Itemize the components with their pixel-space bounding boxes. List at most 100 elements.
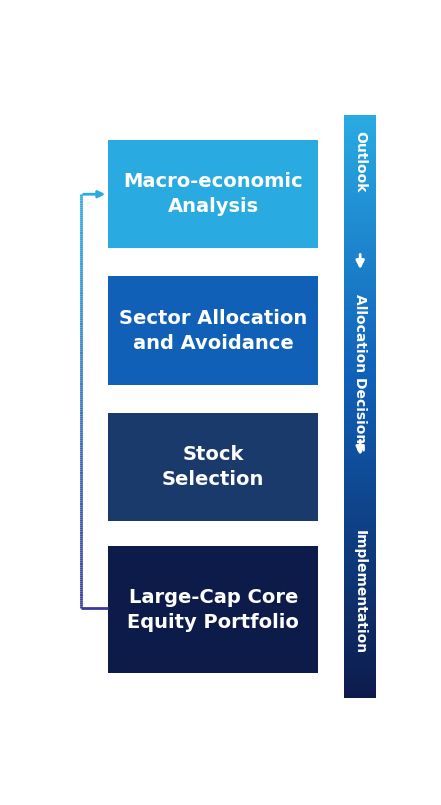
Bar xyxy=(344,518,377,521)
Bar xyxy=(344,342,377,345)
Bar xyxy=(344,192,377,195)
Bar xyxy=(344,124,377,127)
Bar xyxy=(344,573,377,576)
Bar xyxy=(344,223,377,226)
Bar xyxy=(344,418,377,420)
Bar xyxy=(344,276,377,279)
Bar xyxy=(344,530,377,533)
Bar xyxy=(344,344,377,346)
Bar xyxy=(344,260,377,262)
Bar xyxy=(344,217,377,220)
Bar xyxy=(344,429,377,431)
Bar xyxy=(344,250,377,253)
Bar xyxy=(344,654,377,657)
Bar xyxy=(344,334,377,336)
Bar xyxy=(344,299,377,302)
Bar xyxy=(344,588,377,591)
Bar xyxy=(344,425,377,428)
Bar xyxy=(344,472,377,474)
Bar xyxy=(344,613,377,617)
Bar xyxy=(344,507,377,510)
Bar xyxy=(344,616,377,618)
Bar xyxy=(344,484,377,486)
Bar xyxy=(344,161,377,163)
Bar xyxy=(344,237,377,240)
Bar xyxy=(344,470,377,473)
Bar xyxy=(344,233,377,236)
Bar xyxy=(344,441,377,444)
Bar xyxy=(344,287,377,290)
Bar xyxy=(344,163,377,166)
Bar xyxy=(344,392,377,395)
Bar xyxy=(344,447,377,449)
Bar xyxy=(344,455,377,457)
Bar xyxy=(344,282,377,284)
Bar xyxy=(344,600,377,603)
Bar xyxy=(344,584,377,587)
Bar xyxy=(344,274,377,276)
Polygon shape xyxy=(196,521,230,539)
Bar xyxy=(344,540,377,543)
Bar xyxy=(344,336,377,339)
Bar xyxy=(344,551,377,554)
Bar xyxy=(344,686,377,688)
Bar xyxy=(344,691,377,694)
Bar xyxy=(344,220,377,222)
Bar xyxy=(344,501,377,504)
Bar xyxy=(344,526,377,529)
Bar xyxy=(344,460,377,463)
Bar xyxy=(344,592,377,595)
Bar xyxy=(344,371,377,374)
Bar xyxy=(344,295,377,298)
Bar xyxy=(344,631,377,634)
Bar xyxy=(344,597,377,599)
Bar xyxy=(344,373,377,375)
Bar xyxy=(344,408,377,411)
Bar xyxy=(344,293,377,295)
Bar xyxy=(344,664,377,667)
Bar xyxy=(344,213,377,217)
Bar xyxy=(344,369,377,372)
Bar xyxy=(344,146,377,148)
Bar xyxy=(108,276,318,385)
Bar xyxy=(344,571,377,573)
Bar xyxy=(344,550,377,552)
Bar xyxy=(344,175,377,177)
Bar xyxy=(344,462,377,464)
Bar xyxy=(344,608,377,610)
Bar xyxy=(344,674,377,676)
Bar xyxy=(344,144,377,147)
Bar xyxy=(344,225,377,228)
Bar xyxy=(344,322,377,325)
Bar xyxy=(344,696,377,698)
Bar xyxy=(344,398,377,401)
Bar xyxy=(344,245,377,247)
Bar xyxy=(344,130,377,133)
Bar xyxy=(344,567,377,570)
Bar xyxy=(344,612,377,614)
Bar xyxy=(344,414,377,416)
Bar xyxy=(344,419,377,422)
Bar xyxy=(344,635,377,638)
Bar xyxy=(344,118,377,121)
Bar xyxy=(344,167,377,170)
Bar xyxy=(344,627,377,630)
Bar xyxy=(344,297,377,299)
Bar xyxy=(344,332,377,335)
Bar xyxy=(344,272,377,275)
Bar xyxy=(344,634,377,636)
Bar xyxy=(344,620,377,622)
Bar xyxy=(344,367,377,369)
Bar xyxy=(344,227,377,229)
Bar xyxy=(344,128,377,130)
Bar xyxy=(344,511,377,514)
Bar xyxy=(344,190,377,193)
Bar xyxy=(344,330,377,332)
Bar xyxy=(344,415,377,418)
Bar xyxy=(344,637,377,640)
Bar xyxy=(344,481,377,485)
Bar xyxy=(344,363,377,365)
Bar xyxy=(108,249,318,276)
Bar xyxy=(344,157,377,160)
Bar xyxy=(344,643,377,646)
